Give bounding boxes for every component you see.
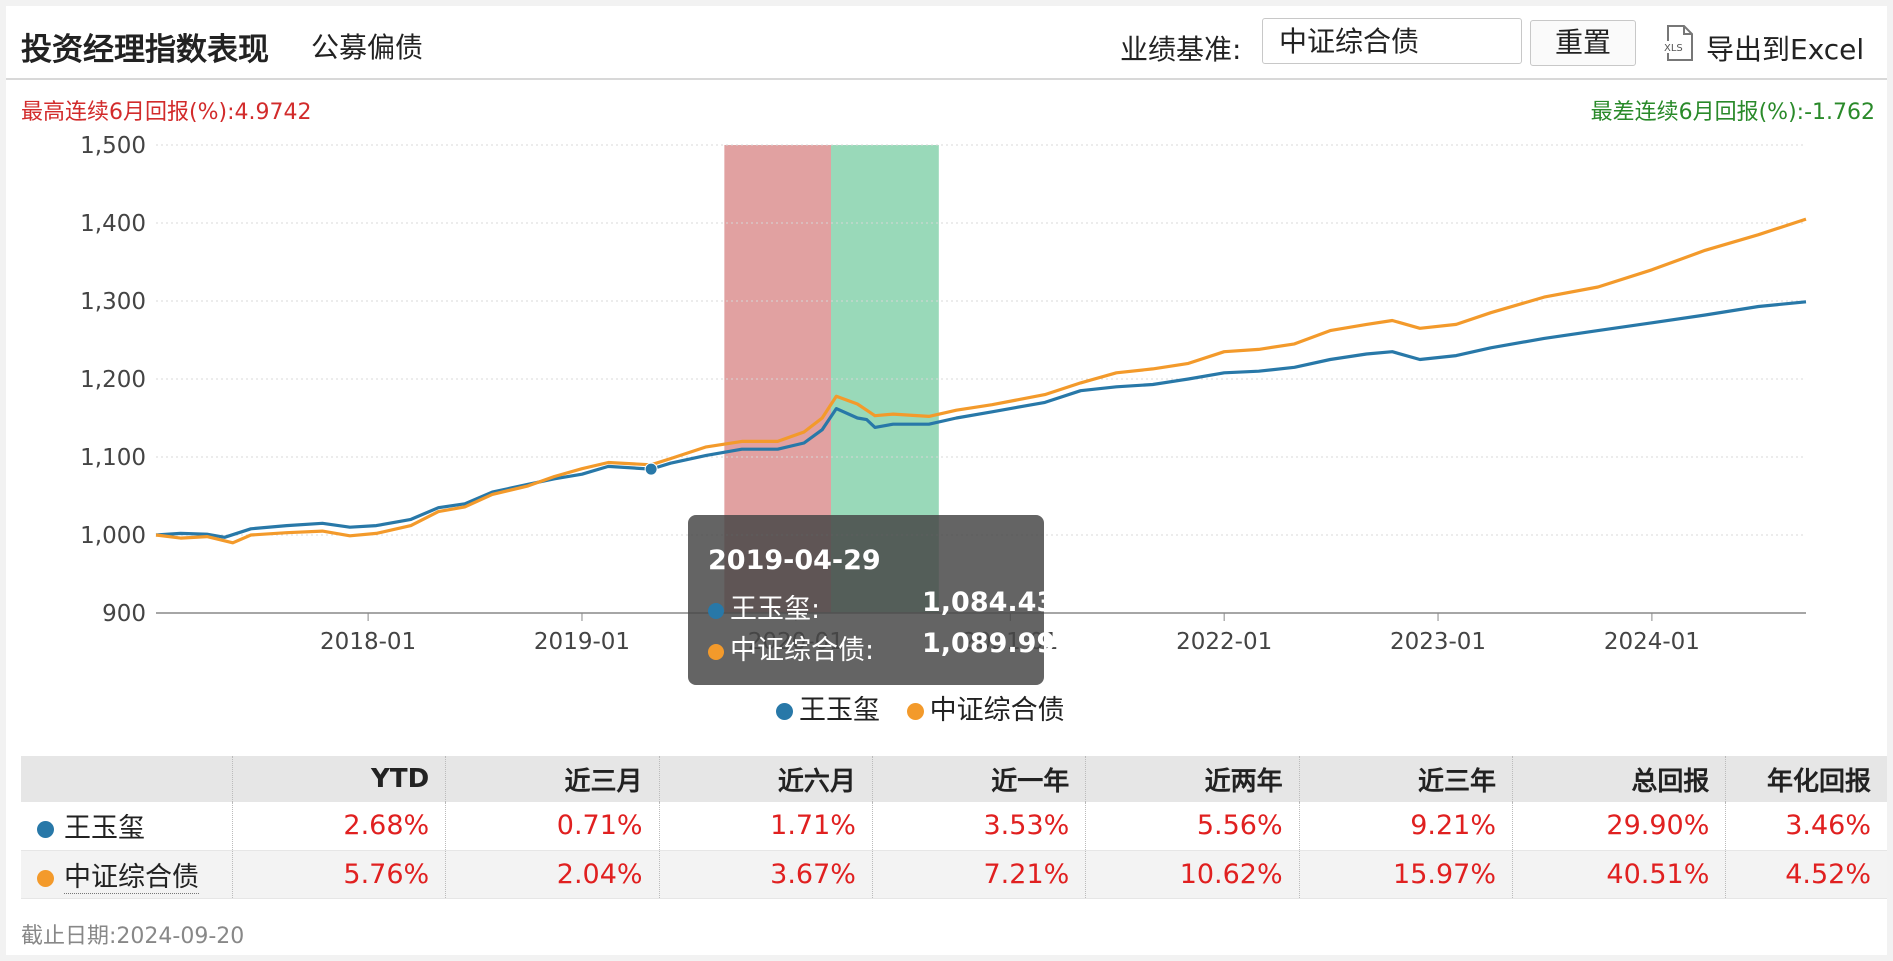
table-cell: 0.71% [445,802,660,851]
as-of-date: 截止日期:2024-09-20 [21,924,245,949]
table-cell: 3.46% [1725,802,1887,851]
column-header[interactable]: 近六月 [659,756,873,802]
table-header-row: YTD 近三月 近六月 近一年 近两年 近三年 总回报 年化回报 [21,756,1887,802]
row-name: 王玉玺 [64,813,145,845]
svg-text:XLS: XLS [1664,43,1683,54]
series-dot-icon [37,821,54,839]
page-subtitle: 公募偏债 [311,31,424,64]
x-tick-label: 2024-01 [1604,629,1700,655]
table-cell: 3.67% [659,850,873,899]
column-header [21,756,233,802]
legend-label: 王玉玺 [799,695,880,726]
table-row: 王玉玺 2.68% 0.71% 1.71% 3.53% 5.56% 9.21% … [21,802,1887,851]
benchmark-select[interactable]: 中证综合债 [1262,18,1522,64]
table-cell: 9.21% [1299,802,1514,851]
performance-table: YTD 近三月 近六月 近一年 近两年 近三年 总回报 年化回报 王玉玺 2.6… [21,756,1887,899]
table-cell: 5.76% [232,850,447,899]
legend-item[interactable]: 中证综合债 [906,688,1065,727]
best-6m-return: 最高连续6月回报(%):4.9742 [21,100,312,125]
series-dot-icon [708,603,724,619]
export-excel-link[interactable]: 导出到Excel [1706,33,1865,66]
table-cell: 2.04% [445,850,660,899]
column-header[interactable]: 近三月 [445,756,660,802]
series-dot-icon [37,869,54,887]
table-cell: 7.21% [872,850,1087,899]
table-cell: 5.56% [1085,802,1300,851]
table-cell: 10.62% [1085,850,1300,899]
x-tick-label: 2019-01 [534,629,630,655]
app-window: 投资经理指数表现 公募偏债 业绩基准: 中证综合债 重置 XLS 导出到Exce… [6,6,1887,955]
column-header[interactable]: 总回报 [1512,756,1727,802]
chart-legend: 王玉玺 中证综合债 [776,688,1083,727]
tooltip-label: 王玉玺: [730,594,821,625]
chart-tooltip: 2019-04-29 王玉玺: 1,084.43 中证综合债: 1,089.99 [688,515,1055,685]
column-header[interactable]: YTD [232,756,447,802]
xls-file-icon[interactable]: XLS [1662,24,1696,62]
column-header[interactable]: 近两年 [1085,756,1300,802]
x-tick-label: 2023-01 [1390,629,1486,655]
tooltip-date: 2019-04-29 [708,545,881,576]
series-line-1 [155,217,1807,545]
tooltip-row: 王玉玺: 1,084.43 [708,587,1055,626]
y-tick-label: 1,000 [80,523,146,549]
benchmark-label: 业绩基准: [1120,33,1242,66]
header-divider [6,78,1887,80]
tooltip-row: 中证综合债: 1,089.99 [708,628,1055,667]
y-tick-label: 1,500 [80,133,146,159]
y-tick-label: 1,100 [80,445,146,471]
table-cell: 3.53% [872,802,1087,851]
tooltip-value: 1,089.99 [922,628,1056,659]
row-name-cell: 中证综合债 [21,850,233,899]
column-header[interactable]: 近三年 [1299,756,1514,802]
y-tick-label: 1,400 [80,211,146,237]
column-header[interactable]: 近一年 [872,756,1087,802]
series-dot-icon [776,703,793,720]
table-row: 中证综合债 5.76% 2.04% 3.67% 7.21% 10.62% 15.… [21,850,1887,899]
table-cell: 2.68% [232,802,447,851]
y-tick-label: 900 [102,601,146,627]
tooltip-label: 中证综合债: [730,635,875,666]
table-cell: 15.97% [1299,850,1514,899]
hover-point [644,462,658,476]
row-name-cell: 王玉玺 [21,802,233,851]
series-line-0 [155,300,1807,539]
table-cell: 1.71% [659,802,873,851]
worst-6m-return: 最差连续6月回报(%):-1.762 [1590,100,1875,125]
row-name[interactable]: 中证综合债 [64,861,199,894]
series-dot-icon [906,703,924,720]
table-cell: 4.52% [1725,850,1887,899]
tooltip-value: 1,084.43 [922,587,1056,618]
legend-label: 中证综合债 [929,695,1065,726]
table-cell: 29.90% [1512,802,1727,851]
y-tick-label: 1,300 [80,289,146,315]
table-cell: 40.51% [1512,850,1727,899]
legend-item[interactable]: 王玉玺 [776,688,880,727]
reset-button[interactable]: 重置 [1530,20,1636,66]
column-header[interactable]: 年化回报 [1725,756,1887,802]
x-tick-label: 2018-01 [320,629,416,655]
x-tick-label: 2022-01 [1176,629,1272,655]
y-tick-label: 1,200 [80,367,146,393]
series-dot-icon [708,644,724,660]
page-title: 投资经理指数表现 [21,32,269,68]
